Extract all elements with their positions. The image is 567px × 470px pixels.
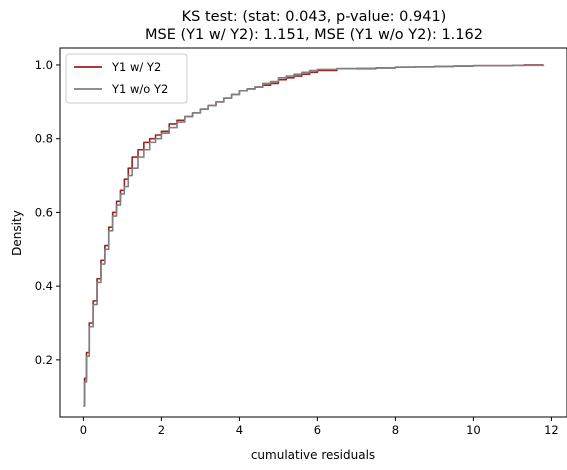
plot-background bbox=[60, 48, 567, 417]
x-tick-label: 10 bbox=[466, 423, 481, 437]
x-axis-label: cumulative residuals bbox=[251, 448, 375, 462]
series-line-1 bbox=[83, 64, 545, 407]
y-tick-label: 0.8 bbox=[35, 132, 53, 146]
legend-label-y1-without-y2: Y1 w/o Y2 bbox=[111, 82, 168, 96]
chart-title-line2: MSE (Y1 w/ Y2): 1.151, MSE (Y1 w/o Y2): … bbox=[145, 27, 483, 43]
chart-title-line1: KS test: (stat: 0.043, p-value: 0.941) bbox=[182, 9, 447, 25]
x-tick-label: 2 bbox=[158, 423, 165, 437]
y-tick-label: 1.0 bbox=[35, 58, 53, 72]
axes-frame bbox=[59, 47, 567, 418]
y-tick-label: 0.2 bbox=[35, 353, 53, 367]
legend-label-y1-with-y2: Y1 w/ Y2 bbox=[111, 60, 161, 74]
y-tick-label: 0.4 bbox=[35, 279, 53, 293]
x-tick-label: 12 bbox=[544, 423, 559, 437]
x-tick-label: 8 bbox=[392, 423, 399, 437]
y-axis-label: Density bbox=[10, 210, 24, 256]
y-axis-ticks: 0.2 0.4 0.6 0.8 1.0 bbox=[35, 58, 60, 367]
x-tick-label: 6 bbox=[314, 423, 321, 437]
x-axis-ticks: 0 2 4 6 8 10 12 bbox=[80, 417, 559, 437]
x-tick-label: 0 bbox=[80, 423, 87, 437]
y-tick-label: 0.6 bbox=[35, 205, 53, 219]
x-tick-label: 4 bbox=[236, 423, 243, 437]
legend: Y1 w/ Y2 Y1 w/o Y2 bbox=[65, 53, 188, 104]
series-layer bbox=[83, 64, 545, 407]
plot-area bbox=[59, 47, 567, 418]
